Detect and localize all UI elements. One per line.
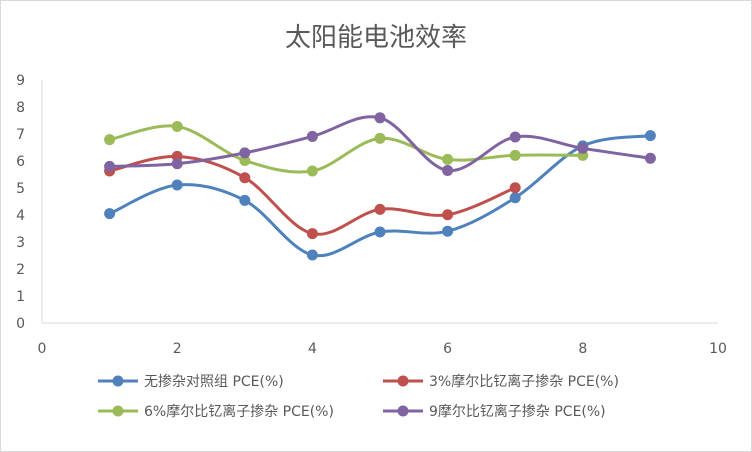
legend-label: 无掺杂对照组 PCE(%) <box>144 374 284 390</box>
data-point-series-1 <box>239 172 251 184</box>
data-point-series-0 <box>306 249 318 261</box>
data-point-series-1 <box>442 209 454 221</box>
series-line-0 <box>108 134 652 258</box>
data-point-series-3 <box>171 158 183 170</box>
x-tick-label: 6 <box>443 341 452 357</box>
data-point-series-2 <box>239 154 251 166</box>
data-point-series-3 <box>374 112 386 124</box>
data-point-series-1 <box>374 203 386 215</box>
data-point-series-0 <box>509 192 521 204</box>
y-tick-label: 4 <box>16 208 25 224</box>
data-point-series-3 <box>509 131 521 143</box>
y-tick-label: 3 <box>16 235 25 251</box>
x-tick-label: 8 <box>578 341 587 357</box>
data-point-series-0 <box>644 130 656 142</box>
data-point-series-2 <box>509 149 521 161</box>
data-point-series-2 <box>306 165 318 177</box>
data-point-series-2 <box>171 120 183 132</box>
y-tick-label: 7 <box>16 127 25 143</box>
data-point-series-3 <box>644 152 656 164</box>
data-point-series-0 <box>104 208 116 220</box>
legend-item: 3%摩尔比钇离子掺杂 PCE(%) <box>381 371 619 391</box>
series-line-2 <box>108 124 585 174</box>
data-point-series-0 <box>171 179 183 191</box>
data-point-series-3 <box>577 142 589 154</box>
data-point-series-0 <box>374 226 386 238</box>
legend-label: 9摩尔比钇离子掺杂 PCE(%) <box>429 404 606 420</box>
data-point-series-0 <box>442 225 454 237</box>
data-point-series-2 <box>374 132 386 144</box>
legend-marker-icon <box>383 405 423 417</box>
data-point-series-3 <box>239 147 251 159</box>
data-point-series-1 <box>306 228 318 240</box>
x-tick-label: 4 <box>308 341 317 357</box>
data-point-series-3 <box>306 130 318 142</box>
legend-item: 6%摩尔比钇离子掺杂 PCE(%) <box>96 401 334 421</box>
legend-marker-icon <box>98 375 138 387</box>
legend-item: 无掺杂对照组 PCE(%) <box>96 371 284 391</box>
legend-label: 6%摩尔比钇离子掺杂 PCE(%) <box>144 404 334 420</box>
legend-marker-icon <box>383 375 423 387</box>
y-tick-label: 0 <box>16 316 25 332</box>
y-tick-label: 9 <box>16 73 25 89</box>
data-point-series-1 <box>509 182 521 194</box>
x-tick-label: 0 <box>38 341 47 357</box>
y-tick-label: 5 <box>16 181 25 197</box>
data-point-series-3 <box>104 160 116 172</box>
y-tick-label: 2 <box>16 262 25 278</box>
data-point-series-2 <box>104 134 116 146</box>
x-tick-label: 10 <box>709 341 727 357</box>
data-point-series-3 <box>442 164 454 176</box>
legend-item: 9摩尔比钇离子掺杂 PCE(%) <box>381 401 606 421</box>
legend-marker-icon <box>98 405 138 417</box>
data-point-series-0 <box>239 194 251 206</box>
data-point-series-2 <box>442 153 454 165</box>
x-tick-label: 2 <box>173 341 182 357</box>
chart-title: 太阳能电池效率 <box>284 23 467 53</box>
legend-label: 3%摩尔比钇离子掺杂 PCE(%) <box>429 374 619 390</box>
y-tick-label: 8 <box>16 100 25 116</box>
y-tick-label: 1 <box>16 289 25 305</box>
y-tick-label: 6 <box>16 154 25 170</box>
